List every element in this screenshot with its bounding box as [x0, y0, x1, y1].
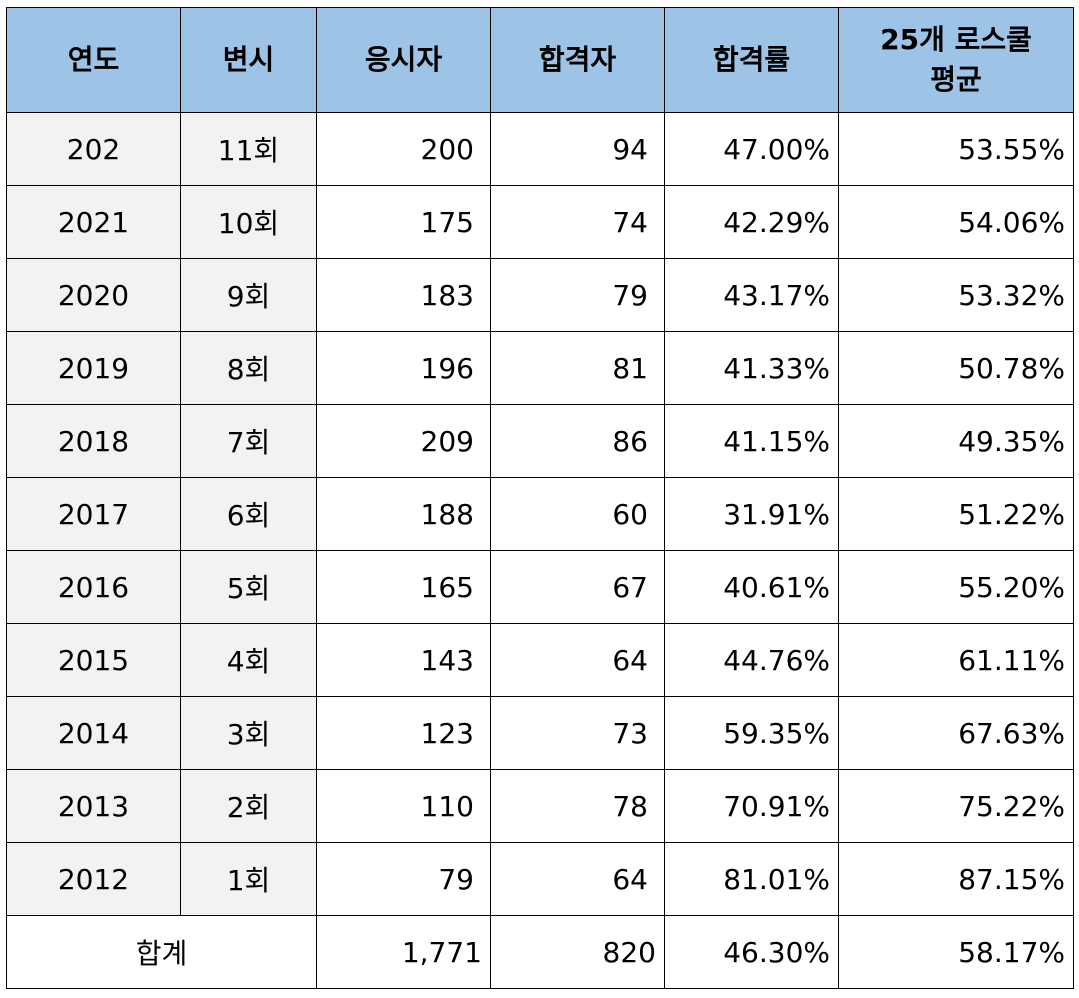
table-row: 202 11회 200 94 47.00% 53.55% — [6, 112, 1074, 186]
cell-passers: 74 — [490, 185, 665, 259]
cell-applicants: 188 — [316, 477, 491, 551]
cell-applicants: 110 — [316, 769, 491, 843]
table-row: 2014 3회 123 73 59.35% 67.63% — [6, 696, 1074, 770]
cell-exam: 5회 — [180, 550, 317, 624]
cell-exam: 11회 — [180, 112, 317, 186]
cell-pass-rate: 70.91% — [664, 769, 839, 843]
table-row: 2017 6회 188 60 31.91% 51.22% — [6, 477, 1074, 551]
header-passers: 합격자 — [490, 7, 665, 113]
cell-passers: 78 — [490, 769, 665, 843]
cell-exam: 9회 — [180, 258, 317, 332]
cell-year: 2019 — [6, 331, 181, 405]
cell-passers: 79 — [490, 258, 665, 332]
cell-average: 61.11% — [838, 623, 1074, 697]
cell-average: 51.22% — [838, 477, 1074, 551]
cell-exam: 7회 — [180, 404, 317, 478]
cell-applicants: 196 — [316, 331, 491, 405]
table-row: 2012 1회 79 64 81.01% 87.15% — [6, 842, 1074, 916]
cell-pass-rate: 43.17% — [664, 258, 839, 332]
cell-year: 2020 — [6, 258, 181, 332]
cell-pass-rate: 44.76% — [664, 623, 839, 697]
cell-applicants: 183 — [316, 258, 491, 332]
header-pass-rate: 합격률 — [664, 7, 839, 113]
table-row: 2020 9회 183 79 43.17% 53.32% — [6, 258, 1074, 332]
cell-pass-rate: 31.91% — [664, 477, 839, 551]
cell-passers: 67 — [490, 550, 665, 624]
header-applicants: 응시자 — [316, 7, 491, 113]
cell-pass-rate: 41.33% — [664, 331, 839, 405]
cell-average: 67.63% — [838, 696, 1074, 770]
cell-passers: 64 — [490, 623, 665, 697]
total-row: 합계 1,771 820 46.30% 58.17% — [6, 915, 1074, 989]
cell-year: 202 — [6, 112, 181, 186]
total-applicants: 1,771 — [316, 915, 491, 989]
table-row: 2019 8회 196 81 41.33% 50.78% — [6, 331, 1074, 405]
header-average: 25개 로스쿨 평균 — [838, 7, 1074, 113]
cell-applicants: 165 — [316, 550, 491, 624]
cell-year: 2013 — [6, 769, 181, 843]
cell-passers: 94 — [490, 112, 665, 186]
cell-year: 2015 — [6, 623, 181, 697]
cell-average: 87.15% — [838, 842, 1074, 916]
cell-average: 49.35% — [838, 404, 1074, 478]
table-row: 2015 4회 143 64 44.76% 61.11% — [6, 623, 1074, 697]
cell-exam: 8회 — [180, 331, 317, 405]
cell-pass-rate: 40.61% — [664, 550, 839, 624]
cell-passers: 73 — [490, 696, 665, 770]
cell-pass-rate: 81.01% — [664, 842, 839, 916]
cell-pass-rate: 59.35% — [664, 696, 839, 770]
cell-year: 2021 — [6, 185, 181, 259]
cell-average: 53.32% — [838, 258, 1074, 332]
cell-average: 55.20% — [838, 550, 1074, 624]
cell-average: 54.06% — [838, 185, 1074, 259]
table-row: 2018 7회 209 86 41.15% 49.35% — [6, 404, 1074, 478]
cell-average: 75.22% — [838, 769, 1074, 843]
total-label: 합계 — [6, 915, 317, 989]
cell-passers: 86 — [490, 404, 665, 478]
table-row: 2021 10회 175 74 42.29% 54.06% — [6, 185, 1074, 259]
cell-passers: 60 — [490, 477, 665, 551]
cell-year: 2016 — [6, 550, 181, 624]
header-exam: 변시 — [180, 7, 317, 113]
total-pass-rate: 46.30% — [664, 915, 839, 989]
cell-average: 50.78% — [838, 331, 1074, 405]
cell-passers: 64 — [490, 842, 665, 916]
cell-year: 2017 — [6, 477, 181, 551]
cell-exam: 2회 — [180, 769, 317, 843]
cell-pass-rate: 47.00% — [664, 112, 839, 186]
cell-applicants: 209 — [316, 404, 491, 478]
table-row: 2013 2회 110 78 70.91% 75.22% — [6, 769, 1074, 843]
cell-exam: 4회 — [180, 623, 317, 697]
cell-average: 53.55% — [838, 112, 1074, 186]
cell-exam: 6회 — [180, 477, 317, 551]
results-table: 연도 변시 응시자 합격자 합격률 25개 로스쿨 평균 202 11회 200 94… — [6, 7, 1074, 989]
cell-applicants: 200 — [316, 112, 491, 186]
cell-passers: 81 — [490, 331, 665, 405]
cell-exam: 3회 — [180, 696, 317, 770]
cell-year: 2018 — [6, 404, 181, 478]
cell-pass-rate: 41.15% — [664, 404, 839, 478]
cell-pass-rate: 42.29% — [664, 185, 839, 259]
header-row: 연도 변시 응시자 합격자 합격률 25개 로스쿨 평균 — [6, 7, 1074, 113]
cell-year: 2012 — [6, 842, 181, 916]
cell-applicants: 175 — [316, 185, 491, 259]
total-passers: 820 — [490, 915, 665, 989]
cell-year: 2014 — [6, 696, 181, 770]
cell-applicants: 143 — [316, 623, 491, 697]
cell-exam: 10회 — [180, 185, 317, 259]
cell-applicants: 123 — [316, 696, 491, 770]
header-year: 연도 — [6, 7, 181, 113]
cell-exam: 1회 — [180, 842, 317, 916]
cell-applicants: 79 — [316, 842, 491, 916]
table-row: 2016 5회 165 67 40.61% 55.20% — [6, 550, 1074, 624]
total-average: 58.17% — [838, 915, 1074, 989]
